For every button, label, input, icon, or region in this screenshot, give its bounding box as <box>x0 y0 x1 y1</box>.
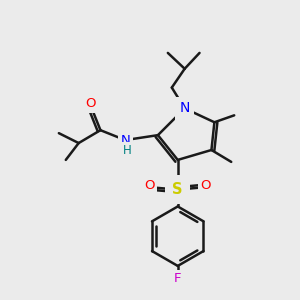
Text: O: O <box>200 179 211 192</box>
Text: N: N <box>179 101 190 116</box>
Text: H: H <box>123 143 132 157</box>
Text: F: F <box>174 272 182 285</box>
Text: O: O <box>144 179 154 192</box>
Text: S: S <box>172 182 183 197</box>
Text: O: O <box>85 97 96 110</box>
Text: N: N <box>120 134 130 147</box>
